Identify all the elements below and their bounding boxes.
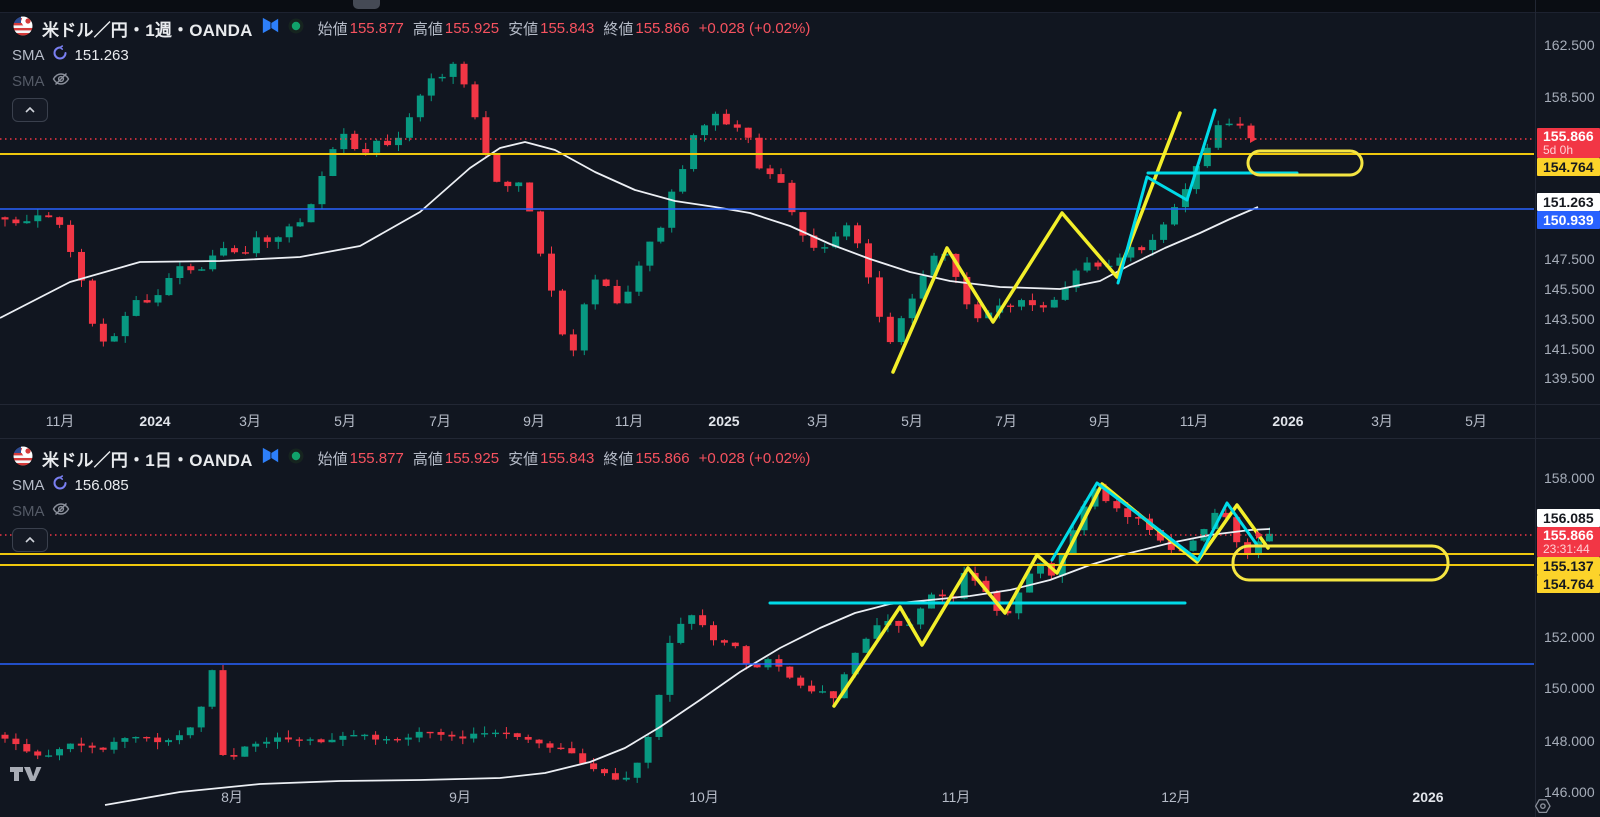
price-scale-settings-icon[interactable] xyxy=(1532,798,1554,816)
tradingview-logo[interactable] xyxy=(8,762,42,786)
price-marker xyxy=(1250,135,1257,143)
low-label: 安値 xyxy=(508,450,539,468)
panel-divider[interactable] xyxy=(0,438,1600,439)
low-label: 安値 xyxy=(508,20,539,38)
yellow-zigzag[interactable] xyxy=(832,482,1270,708)
sma-line-daily[interactable] xyxy=(104,528,1271,806)
sma-label: SMA xyxy=(12,476,45,494)
sma-hidden-label: SMA xyxy=(12,72,45,90)
ohlc-legend: 始値 155.877 高値 155.925 安値 155.843 終値 155.866 … xyxy=(318,448,811,469)
high-value: 155.925 xyxy=(444,19,500,37)
sma-line-weekly[interactable] xyxy=(0,141,1259,319)
daily-panel-header: 米ドル／円・1日・OANDA 始値 155.877 高値 155.925 安値 155… xyxy=(12,445,811,552)
market-open-dot[interactable] xyxy=(288,448,304,469)
open-label: 始値 xyxy=(317,20,348,38)
open-value: 155.877 xyxy=(349,19,404,37)
eye-off-icon[interactable] xyxy=(52,71,70,91)
weekly-panel-header: 米ドル／円・1週・OANDA 始値 155.877 高値 155.925 安値 155… xyxy=(12,15,811,122)
high-value: 155.925 xyxy=(444,449,500,467)
close-label: 終値 xyxy=(603,450,634,468)
collapse-indicators-button[interactable] xyxy=(12,98,48,122)
cyan-zigzag[interactable] xyxy=(1116,108,1217,285)
usdjpy-pair-icon xyxy=(12,15,34,42)
change-value: +0.028 (+0.02%) xyxy=(698,449,811,467)
sma-hidden-row[interactable]: SMA xyxy=(12,70,810,92)
indicator-loading-icon xyxy=(52,475,68,495)
yellow-zigzag[interactable] xyxy=(891,111,1182,374)
sma-hidden-label: SMA xyxy=(12,502,45,520)
yellow-zone-box[interactable] xyxy=(1246,149,1364,177)
eye-off-icon[interactable] xyxy=(52,501,70,521)
close-value: 155.866 xyxy=(635,19,690,37)
sma-indicator-row[interactable]: SMA 156.085 xyxy=(12,474,810,496)
drag-handle[interactable] xyxy=(353,0,380,9)
yellow-zone-box[interactable] xyxy=(1231,544,1450,582)
data-provider-icon[interactable] xyxy=(261,447,280,469)
low-value: 155.843 xyxy=(540,19,595,37)
collapse-indicators-button[interactable] xyxy=(12,528,48,552)
ohlc-legend: 始値 155.877 高値 155.925 安値 155.843 終値 155.866 … xyxy=(318,18,811,39)
sma-hidden-row[interactable]: SMA xyxy=(12,500,810,522)
indicator-loading-icon xyxy=(52,45,68,65)
change-value: +0.028 (+0.02%) xyxy=(698,19,811,37)
high-label: 高値 xyxy=(412,450,443,468)
high-label: 高値 xyxy=(412,20,443,38)
symbol-title[interactable]: 米ドル／円・1週・OANDA xyxy=(42,20,253,40)
panel-weekly[interactable] xyxy=(0,61,1534,374)
top-strip xyxy=(0,0,1600,13)
open-value: 155.877 xyxy=(349,449,404,467)
cyan-zigzag[interactable] xyxy=(1050,481,1259,562)
candles-weekly[interactable] xyxy=(1,61,1255,357)
low-value: 155.843 xyxy=(540,449,595,467)
symbol-title[interactable]: 米ドル／円・1日・OANDA xyxy=(42,450,253,470)
sma-indicator-row[interactable]: SMA 151.263 xyxy=(12,44,810,66)
open-label: 始値 xyxy=(317,450,348,468)
price-scale-divider[interactable] xyxy=(1535,0,1536,817)
sma-value: 156.085 xyxy=(74,476,129,494)
price-marker xyxy=(1256,531,1263,539)
usdjpy-pair-icon xyxy=(12,445,34,472)
panel-daily[interactable] xyxy=(0,481,1534,806)
data-provider-icon[interactable] xyxy=(261,17,280,39)
close-value: 155.866 xyxy=(635,449,690,467)
sma-label: SMA xyxy=(12,46,45,64)
sma-value: 151.263 xyxy=(74,46,129,64)
market-open-dot[interactable] xyxy=(288,18,304,39)
close-label: 終値 xyxy=(603,20,634,38)
time-axis-divider-weekly xyxy=(0,404,1600,405)
